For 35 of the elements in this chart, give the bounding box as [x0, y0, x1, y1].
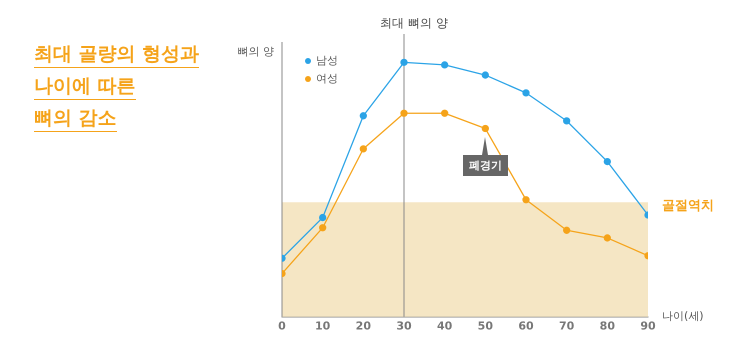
- ref-line-label: 최대 뼈의 양: [380, 16, 448, 30]
- point: [319, 214, 326, 222]
- point: [563, 117, 570, 125]
- x-tick-label: 10: [315, 319, 331, 332]
- point: [441, 61, 448, 69]
- x-tick-label: 0: [278, 319, 286, 332]
- x-tick-label: 50: [478, 319, 494, 332]
- point: [563, 226, 570, 234]
- point: [360, 112, 367, 120]
- point: [482, 71, 489, 79]
- band-label: 골절역치: [662, 198, 714, 214]
- point: [522, 196, 530, 204]
- point: [604, 158, 611, 166]
- x-tick-label: 70: [559, 319, 575, 332]
- point: [400, 58, 408, 66]
- x-tick-label: 30: [396, 319, 412, 332]
- point: [441, 110, 448, 117]
- x-tick-label: 60: [518, 319, 534, 332]
- legend-label: 여성: [316, 71, 338, 87]
- x-tick-label: 40: [437, 319, 453, 332]
- x-tick-label: 20: [356, 319, 372, 332]
- callout-box: 폐경기: [445, 136, 526, 176]
- x-tick-label: 90: [640, 319, 656, 332]
- point: [522, 89, 530, 97]
- text: 최대 골량의 형성과 나이에 따른 뼈의 감소: [34, 43, 200, 131]
- point: [604, 234, 611, 242]
- point: [360, 145, 367, 153]
- x-axis-title: 나이(세): [662, 310, 704, 323]
- point: [482, 124, 489, 132]
- legend-label: 남성: [316, 53, 338, 69]
- point: [319, 224, 326, 232]
- annotation: 폐경기: [462, 154, 508, 176]
- point: [400, 110, 408, 117]
- y-axis-title: 뼈의 양: [238, 44, 274, 58]
- x-tick-label: 80: [600, 319, 616, 332]
